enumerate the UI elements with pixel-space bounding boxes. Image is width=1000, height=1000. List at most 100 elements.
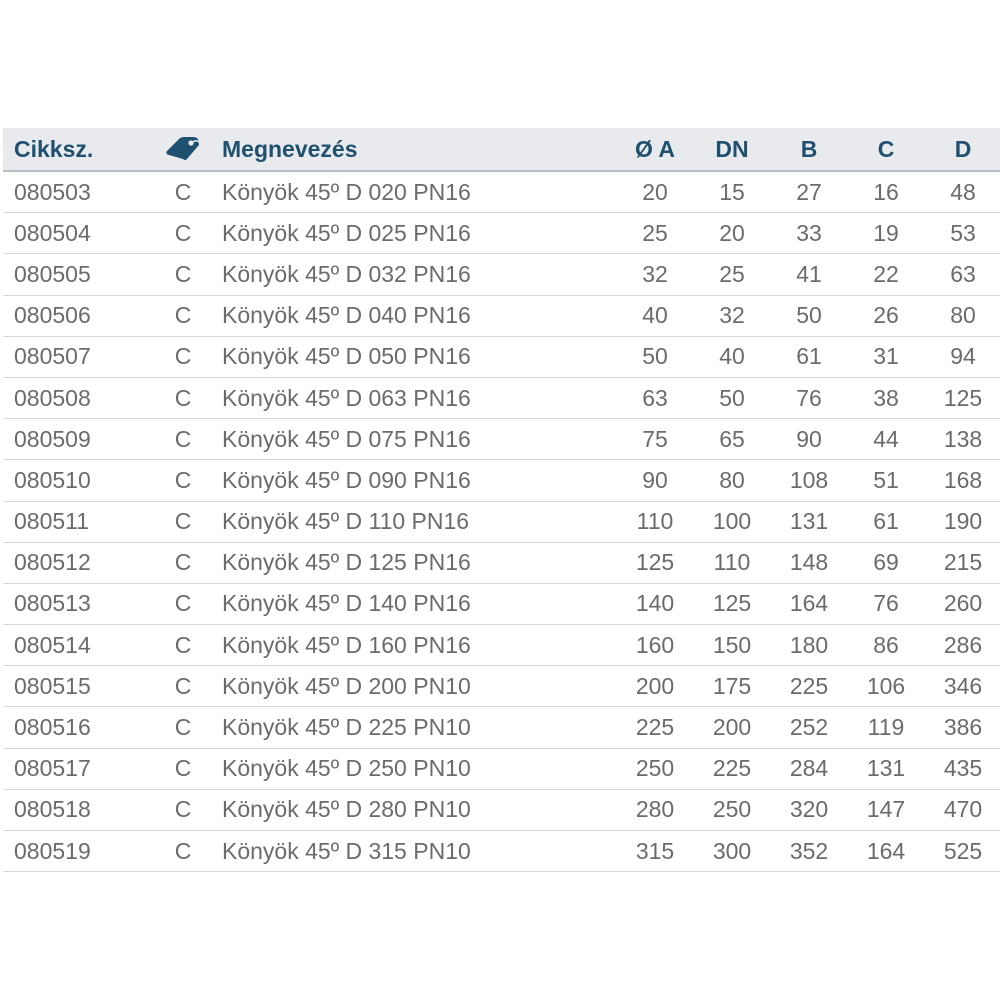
tag-icon — [163, 128, 203, 170]
cell-name: Könyök 45º D 020 PN16 — [222, 178, 471, 205]
cell-name: Könyök 45º D 125 PN16 — [222, 549, 471, 576]
cell-b: 180 — [789, 631, 829, 658]
cell-tag: C — [174, 549, 192, 576]
cell-c: 22 — [873, 260, 899, 287]
cell-d: 260 — [943, 590, 983, 617]
cell-b: 352 — [789, 837, 829, 864]
cell-code: 080509 — [14, 425, 91, 452]
cell-code: 080519 — [14, 837, 91, 864]
cell-a: 140 — [635, 590, 675, 617]
cell-tag: C — [174, 178, 192, 205]
cell-code: 080515 — [14, 672, 91, 699]
cell-d: 63 — [950, 260, 976, 287]
cell-name: Könyök 45º D 032 PN16 — [222, 260, 471, 287]
cell-tag: C — [174, 672, 192, 699]
cell-c: 131 — [866, 755, 906, 782]
table-row: 080514 C Könyök 45º D 160 PN16 160 150 180 86 2… — [3, 625, 1000, 667]
cell-c: 31 — [873, 343, 899, 370]
table-row: 080515 C Könyök 45º D 200 PN10 200 175 225 106… — [3, 666, 1000, 708]
cell-a: 25 — [642, 219, 668, 246]
cell-code: 080514 — [14, 631, 91, 658]
cell-code: 080505 — [14, 260, 91, 287]
cell-name: Könyök 45º D 250 PN10 — [222, 755, 471, 782]
cell-c: 164 — [866, 837, 906, 864]
cell-a: 280 — [635, 796, 675, 823]
cell-tag: C — [174, 425, 192, 452]
cell-b: 90 — [796, 425, 822, 452]
cell-d: 470 — [943, 796, 983, 823]
cell-c: 147 — [866, 796, 906, 823]
cell-name: Könyök 45º D 315 PN10 — [222, 837, 471, 864]
cell-tag: C — [174, 508, 192, 535]
cell-code: 080513 — [14, 590, 91, 617]
cell-dn: 65 — [719, 425, 745, 452]
cell-dn: 125 — [712, 590, 752, 617]
cell-c: 106 — [866, 672, 906, 699]
cell-d: 435 — [943, 755, 983, 782]
cell-b: 33 — [796, 219, 822, 246]
cell-code: 080516 — [14, 714, 91, 741]
cell-b: 148 — [789, 549, 829, 576]
table-row: 080518 C Könyök 45º D 280 PN10 280 250 320 147… — [3, 790, 1000, 831]
cell-d: 286 — [943, 631, 983, 658]
cell-c: 16 — [873, 178, 899, 205]
cell-d: 346 — [943, 672, 983, 699]
cell-b: 225 — [789, 672, 829, 699]
cell-c: 51 — [873, 466, 899, 493]
cell-tag: C — [174, 714, 192, 741]
cell-a: 75 — [642, 425, 668, 452]
header-b: B — [800, 135, 818, 162]
cell-b: 27 — [796, 178, 822, 205]
cell-d: 94 — [950, 343, 976, 370]
cell-dn: 50 — [719, 384, 745, 411]
cell-name: Könyök 45º D 025 PN16 — [222, 219, 471, 246]
cell-code: 080517 — [14, 755, 91, 782]
table-row: 080519 C Könyök 45º D 315 PN10 315 300 352 164… — [3, 831, 1000, 873]
cell-d: 168 — [943, 466, 983, 493]
cell-c: 44 — [873, 425, 899, 452]
cell-dn: 20 — [719, 219, 745, 246]
cell-code: 080506 — [14, 302, 91, 329]
cell-dn: 32 — [719, 302, 745, 329]
cell-name: Könyök 45º D 225 PN10 — [222, 714, 471, 741]
cell-d: 525 — [943, 837, 983, 864]
cell-b: 61 — [796, 343, 822, 370]
cell-dn: 15 — [719, 178, 745, 205]
cell-code: 080512 — [14, 549, 91, 576]
cell-c: 76 — [873, 590, 899, 617]
cell-code: 080507 — [14, 343, 91, 370]
cell-tag: C — [174, 219, 192, 246]
table-row: 080512 C Könyök 45º D 125 PN16 125 110 148 69 2… — [3, 543, 1000, 584]
header-dn: DN — [715, 135, 749, 162]
cell-d: 215 — [943, 549, 983, 576]
cell-name: Könyök 45º D 090 PN16 — [222, 466, 471, 493]
cell-name: Könyök 45º D 063 PN16 — [222, 384, 471, 411]
table-row: 080508 C Könyök 45º D 063 PN16 63 50 76 38 125 — [3, 378, 1000, 420]
cell-tag: C — [174, 260, 192, 287]
cell-a: 63 — [642, 384, 668, 411]
cell-d: 80 — [950, 302, 976, 329]
cell-a: 160 — [635, 631, 675, 658]
cell-d: 190 — [943, 508, 983, 535]
table-row: 080516 C Könyök 45º D 225 PN10 225 200 252 119… — [3, 707, 1000, 749]
cell-dn: 250 — [712, 796, 752, 823]
cell-dn: 200 — [712, 714, 752, 741]
cell-name: Könyök 45º D 140 PN16 — [222, 590, 471, 617]
cell-tag: C — [174, 466, 192, 493]
cell-code: 080508 — [14, 384, 91, 411]
cell-dn: 80 — [719, 466, 745, 493]
table-row: 080509 C Könyök 45º D 075 PN16 75 65 90 44 138 — [3, 419, 1000, 461]
cell-code: 080511 — [14, 508, 90, 535]
cell-b: 252 — [789, 714, 829, 741]
product-table: Cikksz. Megnevezés Ø A DN B C D 080503 C K… — [3, 128, 1000, 873]
cell-a: 225 — [635, 714, 675, 741]
cell-c: 61 — [873, 508, 899, 535]
table-row: 080503 C Könyök 45º D 020 PN16 20 15 27 16 48 — [3, 172, 1000, 214]
cell-tag: C — [174, 384, 192, 411]
table-row: 080517 C Könyök 45º D 250 PN10 250 225 284 131… — [3, 749, 1000, 790]
cell-a: 315 — [635, 837, 675, 864]
cell-a: 250 — [635, 755, 675, 782]
table-row: 080504 C Könyök 45º D 025 PN16 25 20 33 19 53 — [3, 213, 1000, 255]
cell-dn: 150 — [712, 631, 752, 658]
cell-a: 50 — [642, 343, 668, 370]
